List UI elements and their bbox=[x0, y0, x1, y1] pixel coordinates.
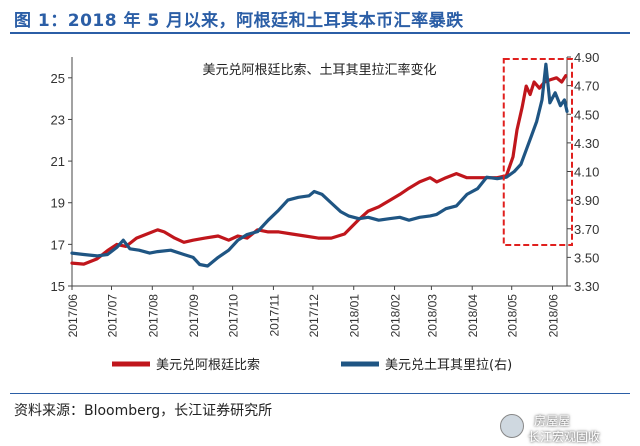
x-tick-label: 2017/11 bbox=[267, 294, 281, 337]
left-tick-label: 19 bbox=[51, 196, 65, 211]
x-tick-label: 2017/12 bbox=[307, 294, 321, 338]
highlight-box bbox=[502, 58, 573, 246]
right-tick-label: 4.90 bbox=[574, 50, 599, 65]
x-tick-label: 2018/01 bbox=[348, 294, 362, 338]
wechat-icon bbox=[500, 414, 524, 438]
right-tick-label: 3.50 bbox=[574, 250, 599, 265]
chart-title: 美元兑阿根廷比索、土耳其里拉汇率变化 bbox=[202, 62, 436, 78]
left-tick-label: 17 bbox=[51, 237, 65, 252]
x-tick-label: 2018/04 bbox=[466, 294, 480, 338]
x-tick-label: 2018/06 bbox=[547, 294, 561, 338]
right-tick-label: 4.30 bbox=[574, 136, 599, 151]
x-tick-label: 2017/08 bbox=[146, 294, 160, 338]
x-tick-label: 2017/10 bbox=[227, 294, 241, 338]
x-tick-label: 2018/05 bbox=[506, 294, 520, 338]
figure-title: 图 1：2018 年 5 月以来，阿根廷和土耳其本币汇率暴跌 bbox=[14, 11, 464, 31]
right-tick-label: 3.30 bbox=[574, 279, 599, 294]
x-tick-label: 2018/03 bbox=[425, 294, 439, 338]
x-tick-label: 2017/07 bbox=[105, 294, 119, 338]
left-tick-label: 15 bbox=[51, 279, 65, 294]
legend-label-ars: 美元兑阿根廷比索 bbox=[156, 358, 260, 373]
x-tick-label: 2017/06 bbox=[66, 294, 80, 338]
right-tick-label: 4.10 bbox=[574, 165, 599, 180]
series-line-try bbox=[70, 62, 569, 268]
watermark-line2: 长江宏观固收 bbox=[528, 430, 601, 444]
right-tick-label: 3.90 bbox=[574, 193, 599, 208]
source-rule bbox=[10, 393, 630, 394]
series-line-ars bbox=[70, 74, 568, 266]
x-tick-label: 2017/09 bbox=[187, 294, 201, 338]
left-tick-label: 23 bbox=[51, 112, 65, 127]
right-tick-label: 3.70 bbox=[574, 222, 599, 237]
legend-label-try: 美元兑土耳其里拉(右) bbox=[385, 358, 512, 373]
x-tick-label: 2018/02 bbox=[389, 294, 403, 338]
source-note: 资料来源：Bloomberg，长江证券研究所 bbox=[14, 403, 273, 419]
left-tick-label: 25 bbox=[51, 71, 65, 86]
right-tick-label: 4.50 bbox=[574, 107, 599, 122]
left-tick-label: 21 bbox=[51, 154, 65, 169]
watermark-line1: 房屋屋 bbox=[534, 414, 571, 428]
right-tick-label: 4.70 bbox=[574, 79, 599, 94]
title-rule bbox=[10, 32, 630, 34]
